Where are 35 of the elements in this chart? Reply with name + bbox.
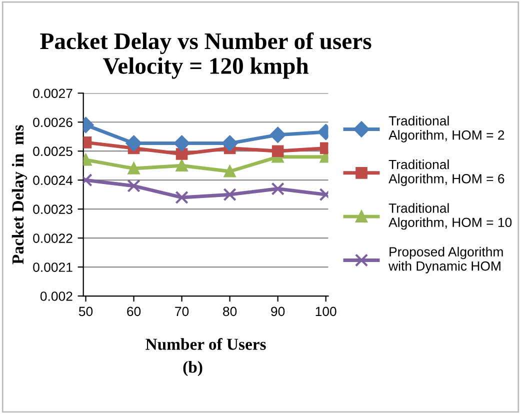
legend-label: Proposed Algorithm with Dynamic HOM: [388, 246, 503, 274]
x-tick-label: 80: [223, 306, 237, 316]
y-tick-label: 0.0022: [33, 234, 72, 243]
point: [224, 165, 236, 178]
x-tick-label: 90: [271, 306, 285, 316]
y-axis-title: Packet Delay in ms: [12, 125, 28, 264]
y-tick-label: 0.0023: [33, 204, 72, 214]
point: [127, 179, 140, 192]
legend-label: Traditional Algorithm, HOM = 10: [388, 203, 512, 230]
point: [175, 190, 188, 204]
point: [270, 126, 286, 143]
chart-title: Packet Delay vs Number of users Velocity = 120 kmph: [40, 32, 372, 79]
y-tick-label: 0.002: [40, 292, 72, 301]
point: [174, 135, 190, 152]
point: [223, 188, 236, 202]
point: [222, 135, 238, 152]
legend-label: Traditional Algorithm, HOM = 6: [388, 159, 504, 186]
y-tick-label: 0.0021: [33, 262, 72, 272]
y-tick-label: 0.0027: [33, 88, 72, 98]
y-tick-label: 0.0025: [33, 146, 72, 156]
x-tick-label: 50: [78, 306, 93, 316]
point: [176, 148, 188, 160]
point: [128, 162, 140, 174]
point: [176, 160, 188, 172]
text: (b): [183, 361, 202, 376]
y-tick-label: 0.0024: [33, 176, 73, 185]
y-tick-label: 0.0026: [33, 118, 72, 128]
point: [271, 182, 284, 196]
x-axis-title: Number of Users: [146, 338, 266, 350]
x-tick-label: 60: [127, 306, 141, 316]
legend-label: Traditional Algorithm, HOM = 2: [388, 116, 504, 142]
x-tick-label: 70: [175, 306, 189, 316]
point: [272, 145, 284, 158]
point: [126, 135, 142, 152]
x-tick-label: 100: [316, 306, 336, 316]
